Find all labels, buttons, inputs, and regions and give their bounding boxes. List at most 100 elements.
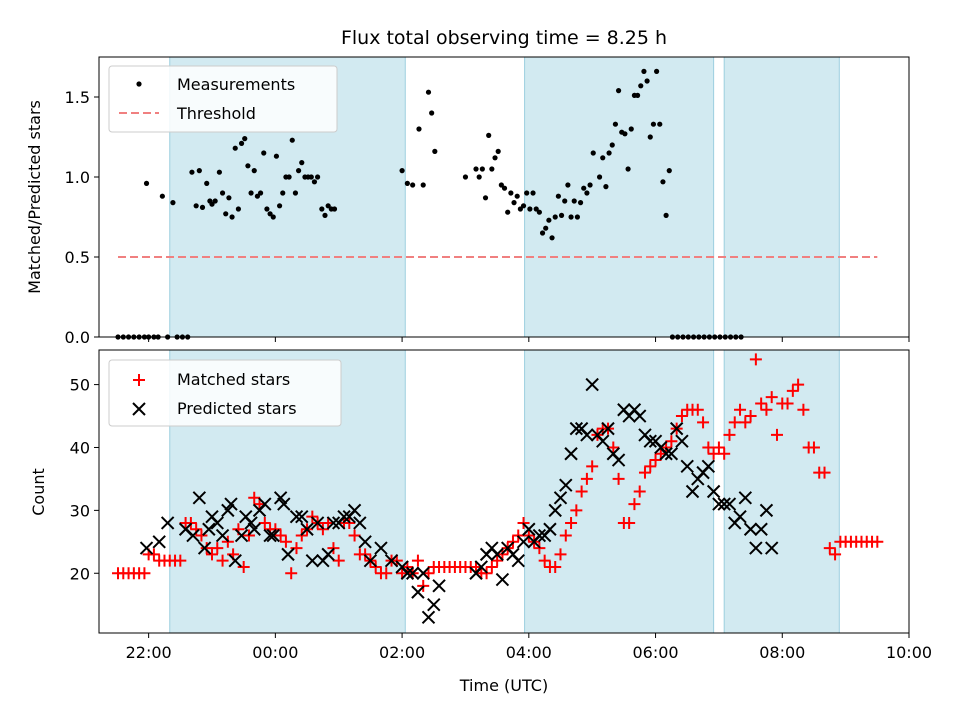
predicted-star-point (659, 447, 673, 461)
predicted-star-point (749, 541, 763, 555)
predicted-star-point (532, 528, 547, 543)
measurement-point (276, 203, 283, 209)
predicted-star-point (685, 484, 700, 499)
measurement-point (647, 134, 653, 140)
matched-star-point (665, 435, 678, 448)
legend-threshold-label: Threshold (176, 104, 256, 123)
measurement-point (628, 126, 634, 132)
measurement-point (581, 185, 587, 191)
measurement-point (299, 160, 305, 166)
predicted-star-point (611, 453, 626, 467)
measurement-point (511, 200, 517, 206)
measurement-point (319, 206, 325, 212)
count-legend-box (108, 359, 342, 427)
matched-star-point (712, 441, 725, 454)
measurement-point (226, 195, 232, 201)
measurement-point (420, 182, 426, 188)
predicted-star-point (706, 484, 721, 499)
matched-star-point (675, 410, 688, 423)
measurement-point (622, 131, 628, 137)
y-tick-label: 20 (70, 564, 90, 583)
measurement-point (501, 185, 508, 191)
x-tick-label: 04:00 (506, 643, 552, 662)
matched-star-point (348, 529, 361, 542)
count-panel: 22:00 00:00 02:00 04:00 06:00 08:00 10:00 20 30 4… (29, 349, 932, 695)
shaded-interval (723, 349, 840, 634)
measurement-point (650, 121, 657, 127)
matched-star-point (728, 416, 741, 429)
measurement-point (311, 179, 318, 185)
predicted-star-point (717, 497, 731, 511)
measurement-point (546, 217, 552, 223)
predicted-star-point (432, 579, 446, 593)
predicted-star-point (427, 597, 441, 612)
ratio-marks (115, 68, 744, 340)
measurement-point (270, 214, 276, 220)
predicted-star-point (669, 421, 684, 436)
predicted-star-point (384, 553, 399, 568)
matched-star-point (792, 378, 805, 391)
predicted-star-point (522, 522, 536, 536)
matched-star-point (211, 542, 224, 555)
matched-star-point (770, 428, 783, 441)
matched-star-point (707, 447, 720, 460)
matched-star-point (565, 516, 578, 529)
matched-star-point (691, 403, 704, 416)
matched-star-point (554, 548, 567, 561)
shaded-interval (524, 349, 715, 634)
predicted-star-point (273, 491, 288, 505)
x-tick-label: 22:00 (126, 643, 172, 662)
ratio-legend-box (108, 65, 338, 133)
predicted-star-point (289, 509, 304, 524)
measurement-point (280, 190, 286, 196)
measurement-point (527, 206, 533, 212)
ratio-legend: Measurements Threshold (108, 65, 338, 133)
predicted-star-point (516, 535, 531, 549)
predicted-star-point (321, 547, 335, 562)
predicted-star-point (353, 516, 367, 530)
measurement-point (530, 190, 536, 196)
measurement-point (209, 201, 215, 207)
measurement-point (416, 126, 422, 132)
predicted-star-point (244, 516, 258, 530)
matched-star-point (765, 391, 778, 404)
measurement-point (660, 179, 666, 185)
count-y-axis-label: Count (29, 468, 48, 516)
measurement-point (644, 78, 650, 84)
predicted-star-point (210, 516, 224, 530)
matched-star-point (200, 542, 213, 555)
matched-star-point (829, 548, 842, 561)
matched-star-point (612, 472, 625, 485)
matched-star-point (147, 548, 160, 561)
measurement-point (229, 214, 235, 220)
matched-star-point (797, 403, 810, 416)
measurement-point (322, 212, 328, 218)
predicted-star-point (569, 421, 584, 436)
measurement-point (432, 148, 438, 154)
ratio-y-axis-label: Matched/Predicted stars (25, 100, 44, 294)
x-tick-label: 08:00 (759, 643, 805, 662)
measurement-point (641, 68, 647, 74)
predicted-star-point (495, 572, 510, 587)
predicted-star-point (160, 516, 175, 530)
measurement-point (666, 168, 672, 174)
predicted-star-point (221, 503, 235, 518)
predicted-star-point (152, 535, 166, 549)
predicted-star-point (310, 516, 325, 530)
measurement-point (495, 148, 501, 154)
predicted-star-point (337, 509, 351, 524)
measurement-point (315, 174, 321, 180)
matched-star-point (248, 491, 261, 504)
measurement-point (216, 169, 222, 175)
measurement-point (189, 169, 195, 175)
measurement-point (199, 204, 206, 210)
predicted-star-point (585, 377, 599, 392)
measurement-point (410, 182, 416, 188)
predicted-star-point (722, 497, 737, 511)
predicted-star-point (559, 478, 573, 492)
matched-star-point (807, 441, 820, 454)
measurement-point (251, 168, 257, 174)
measurement-point (479, 166, 485, 172)
measurement-point (267, 211, 273, 217)
measurement-point (404, 180, 410, 186)
